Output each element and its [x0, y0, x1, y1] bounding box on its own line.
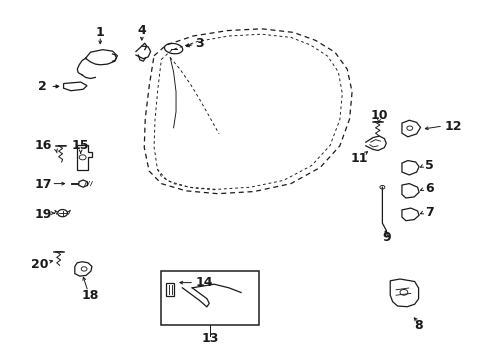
Text: 5: 5: [425, 159, 433, 172]
Text: 10: 10: [369, 109, 387, 122]
Text: 15: 15: [72, 139, 89, 152]
Text: 2: 2: [38, 80, 46, 93]
Text: 12: 12: [444, 120, 462, 132]
Text: 18: 18: [81, 289, 99, 302]
Bar: [161, 271, 259, 325]
Text: 17: 17: [34, 178, 52, 191]
Text: 20: 20: [31, 258, 49, 271]
Text: 8: 8: [413, 319, 422, 332]
Text: 6: 6: [425, 183, 433, 195]
Text: 16: 16: [34, 139, 52, 152]
Text: 13: 13: [201, 332, 219, 345]
Bar: [166, 283, 174, 296]
Text: 11: 11: [350, 152, 367, 165]
Text: 1: 1: [96, 26, 104, 39]
Text: 7: 7: [425, 206, 433, 219]
Text: 19: 19: [34, 208, 52, 221]
Text: 3: 3: [195, 37, 204, 50]
Text: 4: 4: [137, 24, 146, 37]
Text: 9: 9: [381, 231, 390, 244]
Text: 14: 14: [195, 276, 213, 289]
